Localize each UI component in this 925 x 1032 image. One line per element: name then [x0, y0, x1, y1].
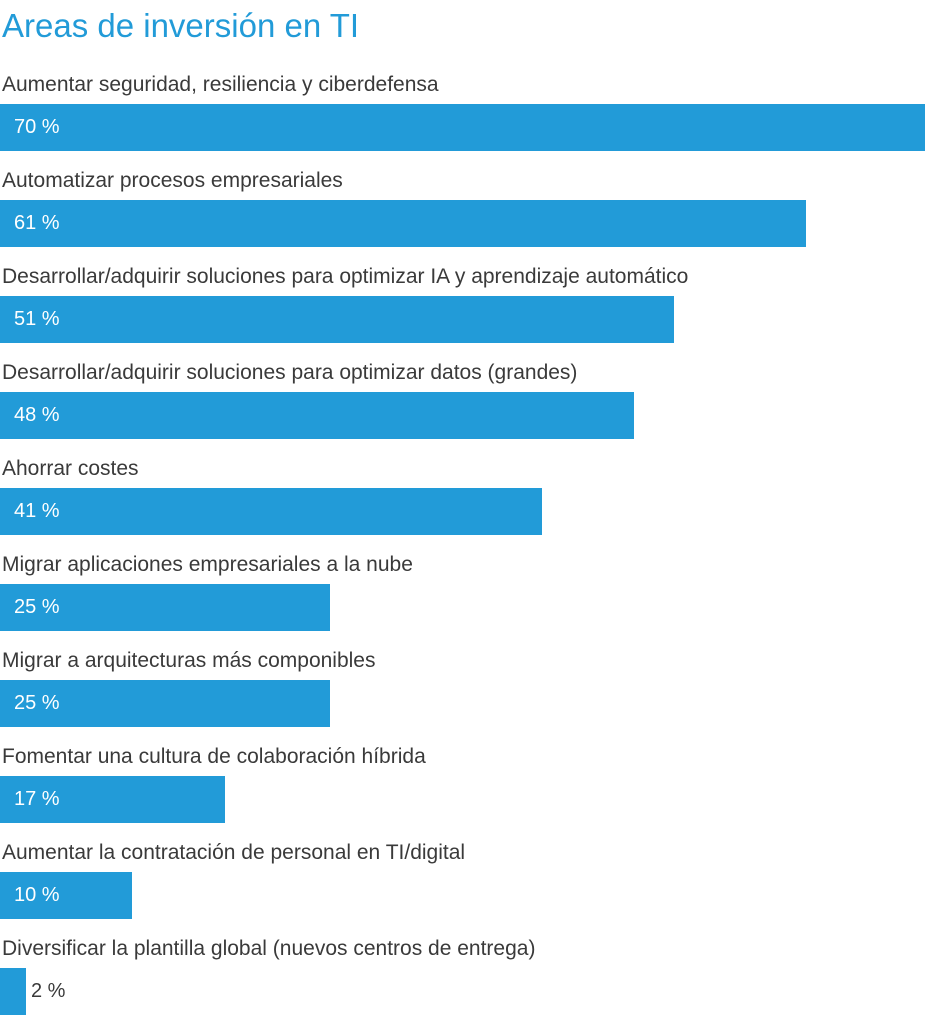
- bar-row: Desarrollar/adquirir soluciones para opt…: [0, 264, 925, 360]
- value-label: 10 %: [14, 884, 60, 906]
- category-label: Desarrollar/adquirir soluciones para opt…: [2, 361, 578, 384]
- value-label: 2 %: [31, 980, 66, 1002]
- bar: [0, 104, 925, 151]
- bar: [0, 680, 330, 727]
- bar: [0, 392, 634, 439]
- category-label: Automatizar procesos empresariales: [2, 169, 343, 192]
- bar: [0, 968, 26, 1015]
- bar: [0, 296, 674, 343]
- bar-row: Diversificar la plantilla global (nuevos…: [0, 936, 925, 1032]
- value-label: 51 %: [14, 308, 60, 330]
- value-label: 17 %: [14, 788, 60, 810]
- bar-row: Automatizar procesos empresariales 61 %: [0, 168, 925, 264]
- bar: [0, 776, 225, 823]
- value-label: 25 %: [14, 596, 60, 618]
- category-label: Migrar a arquitecturas más componibles: [2, 649, 376, 672]
- bar: [0, 200, 806, 247]
- bar-row: Migrar aplicaciones empresariales a la n…: [0, 552, 925, 648]
- bar-row: Migrar a arquitecturas más componibles 25…: [0, 648, 925, 744]
- category-label: Ahorrar costes: [2, 457, 139, 480]
- value-label: 41 %: [14, 500, 60, 522]
- category-label: Aumentar la contratación de personal en …: [2, 841, 466, 864]
- bar: [0, 872, 132, 919]
- value-label: 61 %: [14, 212, 60, 234]
- bar-row: Ahorrar costes 41 %: [0, 456, 925, 552]
- bar: [0, 584, 330, 631]
- bar: [0, 488, 542, 535]
- category-label: Diversificar la plantilla global (nuevos…: [2, 937, 536, 960]
- category-label: Aumentar seguridad, resiliencia y ciberd…: [2, 73, 439, 96]
- value-label: 70 %: [14, 116, 60, 138]
- value-label: 25 %: [14, 692, 60, 714]
- category-label: Migrar aplicaciones empresariales a la n…: [2, 553, 413, 576]
- category-label: Fomentar una cultura de colaboración híb…: [2, 745, 426, 768]
- bar-row: Aumentar seguridad, resiliencia y ciberd…: [0, 72, 925, 168]
- value-label: 48 %: [14, 404, 60, 426]
- bar-row: Aumentar la contratación de personal en …: [0, 840, 925, 936]
- category-label: Desarrollar/adquirir soluciones para opt…: [2, 265, 689, 288]
- chart-title: Areas de inversión en TI: [2, 7, 360, 44]
- bar-row: Desarrollar/adquirir soluciones para opt…: [0, 360, 925, 456]
- bar-row: Fomentar una cultura de colaboración híb…: [0, 744, 925, 840]
